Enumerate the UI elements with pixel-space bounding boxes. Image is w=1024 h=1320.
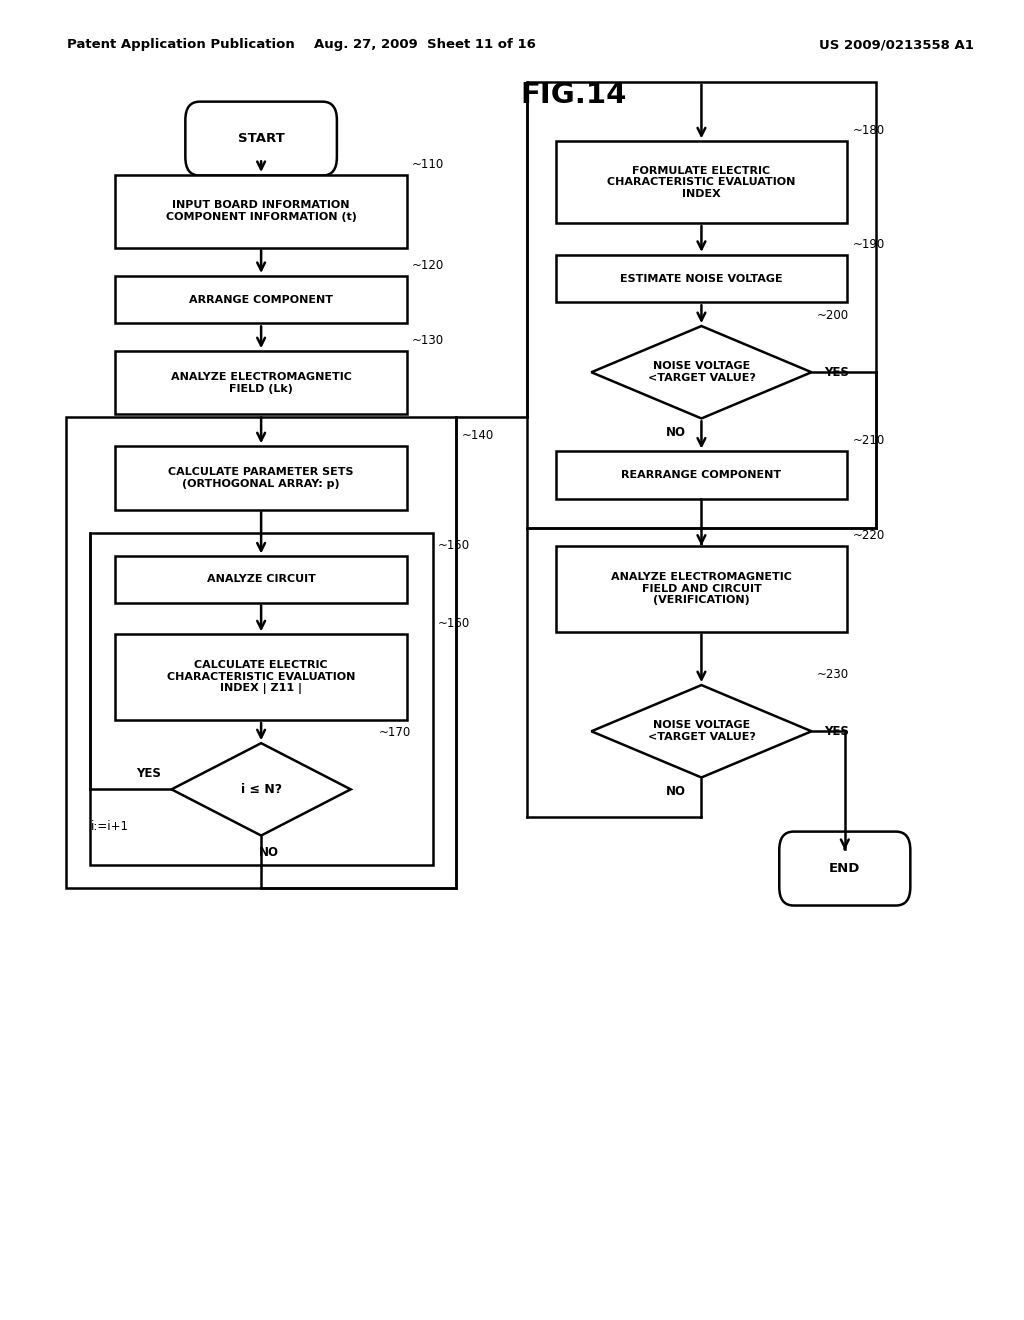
Text: CALCULATE ELECTRIC
CHARACTERISTIC EVALUATION
INDEX | Z11 |: CALCULATE ELECTRIC CHARACTERISTIC EVALUA… bbox=[167, 660, 355, 694]
Text: NO: NO bbox=[259, 846, 280, 859]
FancyBboxPatch shape bbox=[556, 141, 848, 223]
Text: Patent Application Publication: Patent Application Publication bbox=[67, 38, 294, 51]
Text: REARRANGE COMPONENT: REARRANGE COMPONENT bbox=[622, 470, 781, 480]
Text: ANALYZE CIRCUIT: ANALYZE CIRCUIT bbox=[207, 574, 315, 585]
FancyBboxPatch shape bbox=[556, 255, 848, 302]
FancyBboxPatch shape bbox=[116, 351, 407, 414]
FancyBboxPatch shape bbox=[116, 634, 407, 721]
Text: i ≤ N?: i ≤ N? bbox=[241, 783, 282, 796]
Text: ARRANGE COMPONENT: ARRANGE COMPONENT bbox=[189, 294, 333, 305]
Text: ~160: ~160 bbox=[438, 618, 470, 630]
Text: YES: YES bbox=[824, 366, 849, 379]
Text: ~180: ~180 bbox=[852, 124, 885, 137]
Text: NOISE VOLTAGE
<TARGET VALUE?: NOISE VOLTAGE <TARGET VALUE? bbox=[647, 362, 756, 383]
Text: ~220: ~220 bbox=[852, 529, 885, 541]
Text: ~190: ~190 bbox=[852, 238, 885, 251]
Polygon shape bbox=[592, 685, 812, 777]
Text: END: END bbox=[829, 862, 860, 875]
Text: NO: NO bbox=[666, 426, 686, 440]
Text: i:=i+1: i:=i+1 bbox=[91, 820, 129, 833]
Text: ESTIMATE NOISE VOLTAGE: ESTIMATE NOISE VOLTAGE bbox=[621, 273, 782, 284]
Polygon shape bbox=[172, 743, 350, 836]
FancyBboxPatch shape bbox=[116, 276, 407, 323]
Text: ~200: ~200 bbox=[817, 309, 849, 322]
Polygon shape bbox=[592, 326, 812, 418]
Text: ~170: ~170 bbox=[379, 726, 411, 739]
Text: FIG.14: FIG.14 bbox=[520, 81, 627, 110]
Text: YES: YES bbox=[824, 725, 849, 738]
Text: US 2009/0213558 A1: US 2009/0213558 A1 bbox=[818, 38, 974, 51]
Text: NO: NO bbox=[666, 785, 686, 799]
Text: Aug. 27, 2009  Sheet 11 of 16: Aug. 27, 2009 Sheet 11 of 16 bbox=[314, 38, 536, 51]
Text: ~210: ~210 bbox=[852, 434, 885, 447]
Text: ~130: ~130 bbox=[412, 334, 444, 347]
Text: ~230: ~230 bbox=[817, 668, 849, 681]
Text: YES: YES bbox=[136, 767, 162, 780]
Text: ~150: ~150 bbox=[438, 540, 470, 552]
FancyBboxPatch shape bbox=[116, 446, 407, 510]
Text: INPUT BOARD INFORMATION
COMPONENT INFORMATION (t): INPUT BOARD INFORMATION COMPONENT INFORM… bbox=[166, 201, 356, 222]
Text: NOISE VOLTAGE
<TARGET VALUE?: NOISE VOLTAGE <TARGET VALUE? bbox=[647, 721, 756, 742]
Text: ANALYZE ELECTROMAGNETIC
FIELD AND CIRCUIT
(VERIFICATION): ANALYZE ELECTROMAGNETIC FIELD AND CIRCUI… bbox=[611, 572, 792, 606]
Text: START: START bbox=[238, 132, 285, 145]
Text: ~110: ~110 bbox=[412, 158, 444, 170]
FancyBboxPatch shape bbox=[116, 174, 407, 248]
FancyBboxPatch shape bbox=[556, 546, 848, 631]
FancyBboxPatch shape bbox=[116, 556, 407, 602]
Text: ANALYZE ELECTROMAGNETIC
FIELD (Lk): ANALYZE ELECTROMAGNETIC FIELD (Lk) bbox=[171, 372, 351, 393]
Text: CALCULATE PARAMETER SETS
(ORTHOGONAL ARRAY: p): CALCULATE PARAMETER SETS (ORTHOGONAL ARR… bbox=[168, 467, 354, 488]
FancyBboxPatch shape bbox=[779, 832, 910, 906]
FancyBboxPatch shape bbox=[185, 102, 337, 176]
FancyBboxPatch shape bbox=[556, 451, 848, 499]
Text: ~120: ~120 bbox=[412, 259, 444, 272]
Text: ~140: ~140 bbox=[461, 429, 494, 442]
Text: FORMULATE ELECTRIC
CHARACTERISTIC EVALUATION
INDEX: FORMULATE ELECTRIC CHARACTERISTIC EVALUA… bbox=[607, 165, 796, 199]
